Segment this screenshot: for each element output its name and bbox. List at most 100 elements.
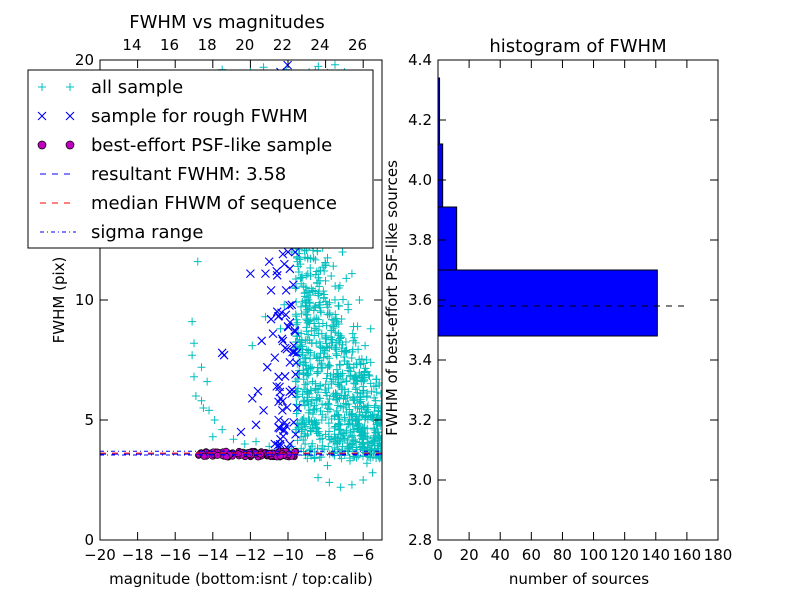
all-sample-point <box>296 260 305 269</box>
rough-sample-point <box>293 403 302 413</box>
scatter-y-label: FWHM (pix) <box>50 257 68 344</box>
legend-entries: all sample sample for rough FWHM best-effo… <box>37 77 337 243</box>
all-sample-point <box>364 401 373 410</box>
all-sample-point <box>333 410 342 419</box>
all-sample-point <box>360 375 369 384</box>
rough-sample-point <box>277 334 287 344</box>
histogram-bar <box>437 143 444 208</box>
all-sample-point <box>305 416 314 425</box>
all-sample-point <box>320 267 329 276</box>
all-sample-point <box>343 446 352 455</box>
histogram-x-tick-label: 140 <box>641 546 670 564</box>
all-sample-point <box>193 257 202 266</box>
rough-sample-point <box>266 286 276 295</box>
rough-sample-point <box>279 426 289 436</box>
all-sample-point <box>371 396 380 405</box>
all-sample-point <box>313 279 322 288</box>
scatter-x-tick-label: −12 <box>235 546 267 564</box>
all-sample-point <box>307 386 316 395</box>
scatter-x-label: magnitude (bottom:isnt / top:calib) <box>109 570 373 588</box>
all-sample-point <box>342 274 351 283</box>
all-sample-point <box>359 444 368 453</box>
all-sample-point <box>310 418 319 427</box>
all-sample-point <box>338 248 347 256</box>
all-sample-point <box>342 376 351 385</box>
all-sample-point <box>311 302 320 311</box>
histogram-x-tick-label: 60 <box>522 546 541 564</box>
rough-sample-point <box>274 397 283 407</box>
all-sample-point <box>311 379 320 388</box>
all-sample-point <box>348 329 357 338</box>
legend-marker-x <box>65 111 75 121</box>
all-sample-point <box>297 348 306 357</box>
all-sample-point <box>322 339 331 348</box>
all-sample-point <box>229 435 238 444</box>
all-sample-point <box>197 396 206 405</box>
all-sample-point <box>369 448 378 457</box>
all-sample-point <box>301 380 310 389</box>
rough-sample-point <box>274 415 283 425</box>
all-sample-point <box>324 384 333 393</box>
rough-sample-point <box>275 439 285 449</box>
rough-sample-point <box>257 336 267 346</box>
scatter-x-tick-label: −16 <box>159 546 191 564</box>
all-sample-point <box>335 394 344 403</box>
all-sample-point <box>188 351 197 360</box>
all-sample-point <box>345 432 354 441</box>
all-sample-point <box>353 376 362 385</box>
all-sample-point <box>325 309 334 318</box>
all-sample-point <box>327 342 336 351</box>
histogram-y-tick-label: 3.0 <box>408 471 432 489</box>
all-sample-point <box>314 384 323 393</box>
all-sample-point <box>349 336 358 345</box>
all-sample-point <box>315 356 324 365</box>
all-sample-point <box>362 405 371 414</box>
all-sample-point <box>300 354 309 363</box>
all-sample-point <box>359 386 368 395</box>
all-sample-point <box>331 328 340 337</box>
all-sample-point <box>366 379 375 388</box>
all-sample-point <box>203 377 212 386</box>
all-sample-point <box>362 459 371 468</box>
all-sample-point <box>323 253 332 262</box>
all-sample-point <box>310 453 319 462</box>
all-sample-point <box>332 351 341 360</box>
all-sample-point <box>323 363 332 372</box>
legend-marker-circle <box>65 140 75 150</box>
all-sample-point <box>312 404 321 413</box>
all-sample-point <box>302 271 311 280</box>
all-sample-point <box>327 326 336 335</box>
scatter-top-tick-label: 26 <box>348 36 367 54</box>
all-sample-point <box>303 387 312 396</box>
all-sample-point <box>291 284 300 293</box>
all-sample-point <box>343 420 352 429</box>
all-sample-point <box>325 298 334 307</box>
all-sample-point <box>344 387 353 396</box>
scatter-top-tick-label: 14 <box>122 36 141 54</box>
all-sample-point <box>318 434 327 443</box>
legend-label: all sample <box>91 77 183 98</box>
histogram-bar <box>437 269 658 337</box>
histogram-x-tick-label: 100 <box>579 546 608 564</box>
histogram-x-tick-label: 20 <box>460 546 479 564</box>
all-sample-point <box>344 400 353 409</box>
histogram-x-tick-label: 80 <box>553 546 572 564</box>
all-sample-point <box>332 345 341 354</box>
all-sample-point <box>297 273 306 282</box>
all-sample-point <box>191 392 200 400</box>
histogram-y-tick-label: 4.4 <box>408 51 432 69</box>
rough-sample-point <box>290 247 300 257</box>
scatter-y-tick-label: 10 <box>75 291 94 309</box>
rough-sample-point <box>285 317 295 327</box>
histogram-x-tick-label: 120 <box>610 546 639 564</box>
scatter-y-tick-label: 0 <box>84 531 94 549</box>
all-sample-point <box>374 406 382 415</box>
all-sample-point <box>190 372 198 381</box>
all-sample-point <box>334 302 343 311</box>
rough-sample-point <box>281 310 291 320</box>
all-sample-point <box>199 404 208 412</box>
all-sample-point <box>355 397 364 406</box>
all-sample-point <box>349 395 358 404</box>
all-sample-point <box>347 269 356 278</box>
all-sample-point <box>345 371 354 380</box>
